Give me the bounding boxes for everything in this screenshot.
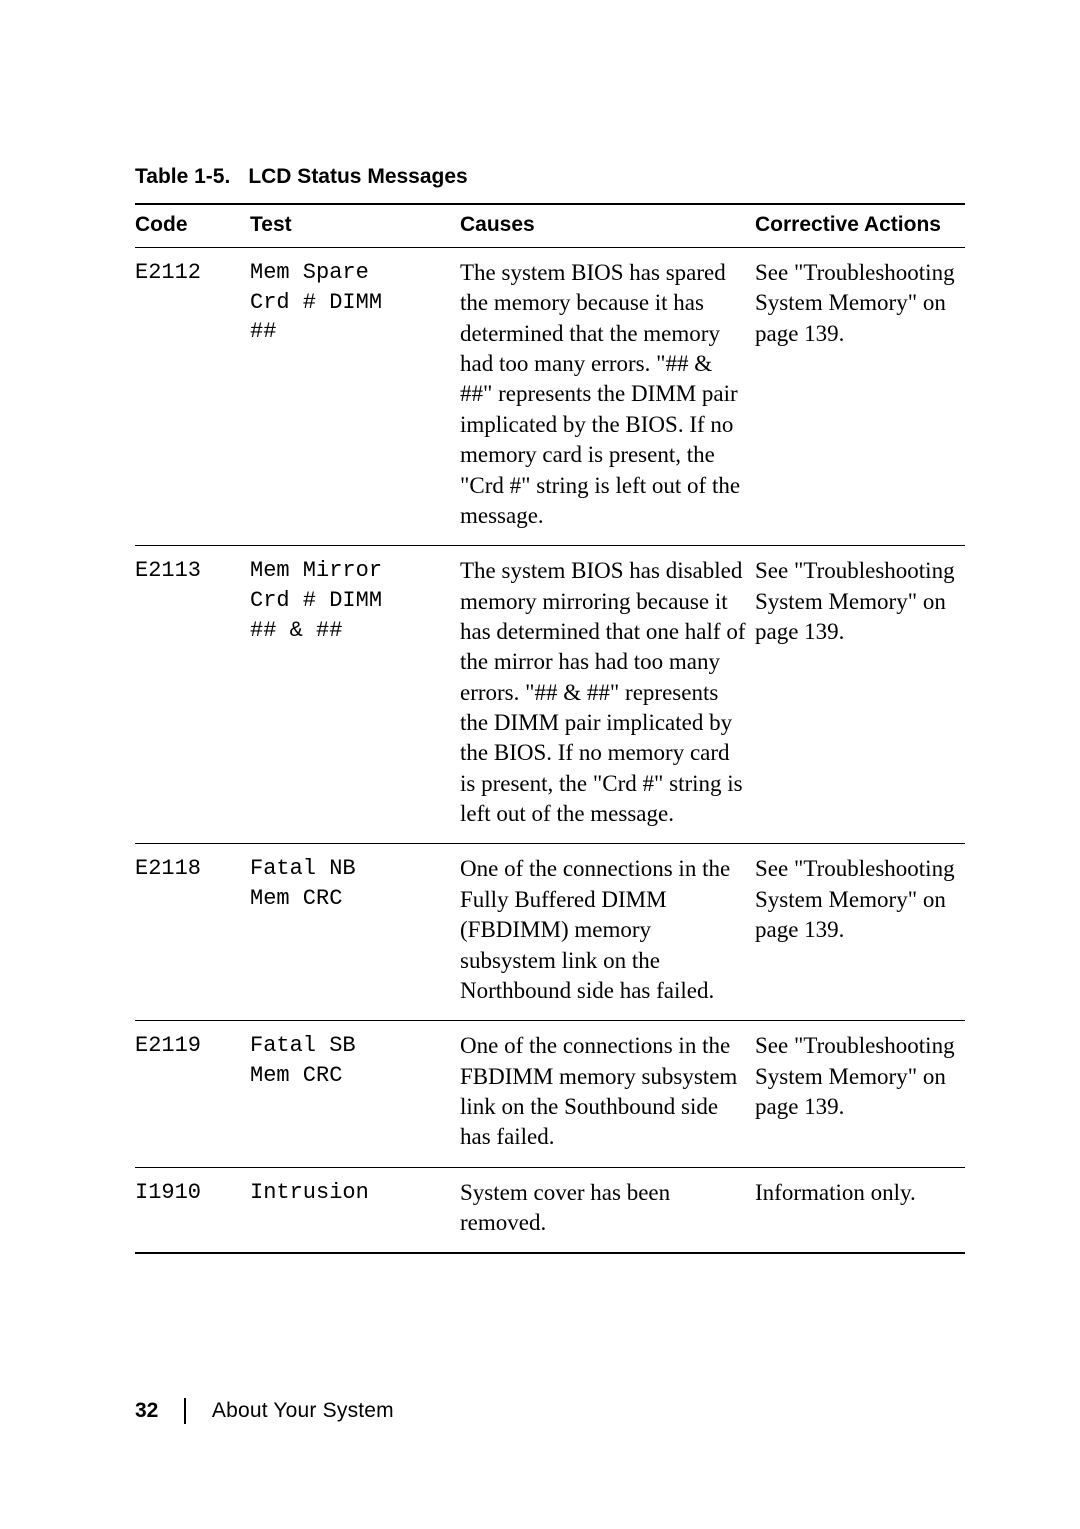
cell-action: See "Troubleshooting System Memory" on p…: [755, 1021, 965, 1167]
cell-test: Mem Mirror Crd # DIMM ## & ##: [250, 546, 460, 844]
page-number: 32: [135, 1399, 158, 1423]
page-footer: 32 About Your System: [135, 1398, 394, 1424]
cell-code: E2119: [135, 1021, 250, 1167]
col-code: Code: [135, 204, 250, 248]
table-row: E2113 Mem Mirror Crd # DIMM ## & ## The …: [135, 546, 965, 844]
col-test: Test: [250, 204, 460, 248]
document-page: Table 1-5. LCD Status Messages Code Test …: [0, 0, 1080, 1529]
cell-code: E2118: [135, 844, 250, 1021]
caption-title: LCD Status Messages: [248, 165, 467, 188]
col-causes: Causes: [460, 204, 755, 248]
table-row: E2112 Mem Spare Crd # DIMM ## The system…: [135, 248, 965, 546]
cell-causes: One of the connections in the FBDIMM mem…: [460, 1021, 755, 1167]
cell-action: See "Troubleshooting System Memory" on p…: [755, 248, 965, 546]
table-header-row: Code Test Causes Corrective Actions: [135, 204, 965, 248]
cell-action: See "Troubleshooting System Memory" on p…: [755, 844, 965, 1021]
cell-test: Intrusion: [250, 1167, 460, 1253]
table-caption: Table 1-5. LCD Status Messages: [135, 165, 965, 189]
col-actions: Corrective Actions: [755, 204, 965, 248]
footer-section: About Your System: [212, 1399, 394, 1423]
cell-action: See "Troubleshooting System Memory" on p…: [755, 546, 965, 844]
table-row: I1910 Intrusion System cover has been re…: [135, 1167, 965, 1253]
cell-causes: The system BIOS has disabled memory mirr…: [460, 546, 755, 844]
footer-divider: [184, 1398, 186, 1424]
cell-causes: One of the connections in the Fully Buff…: [460, 844, 755, 1021]
caption-label: Table 1-5.: [135, 165, 230, 188]
cell-causes: The system BIOS has spared the memory be…: [460, 248, 755, 546]
cell-test: Mem Spare Crd # DIMM ##: [250, 248, 460, 546]
lcd-status-table: Code Test Causes Corrective Actions E211…: [135, 203, 965, 1254]
cell-causes: System cover has been removed.: [460, 1167, 755, 1253]
cell-code: E2113: [135, 546, 250, 844]
cell-action: Information only.: [755, 1167, 965, 1253]
table-row: E2119 Fatal SB Mem CRC One of the connec…: [135, 1021, 965, 1167]
table-row: E2118 Fatal NB Mem CRC One of the connec…: [135, 844, 965, 1021]
cell-code: E2112: [135, 248, 250, 546]
cell-test: Fatal SB Mem CRC: [250, 1021, 460, 1167]
cell-test: Fatal NB Mem CRC: [250, 844, 460, 1021]
cell-code: I1910: [135, 1167, 250, 1253]
